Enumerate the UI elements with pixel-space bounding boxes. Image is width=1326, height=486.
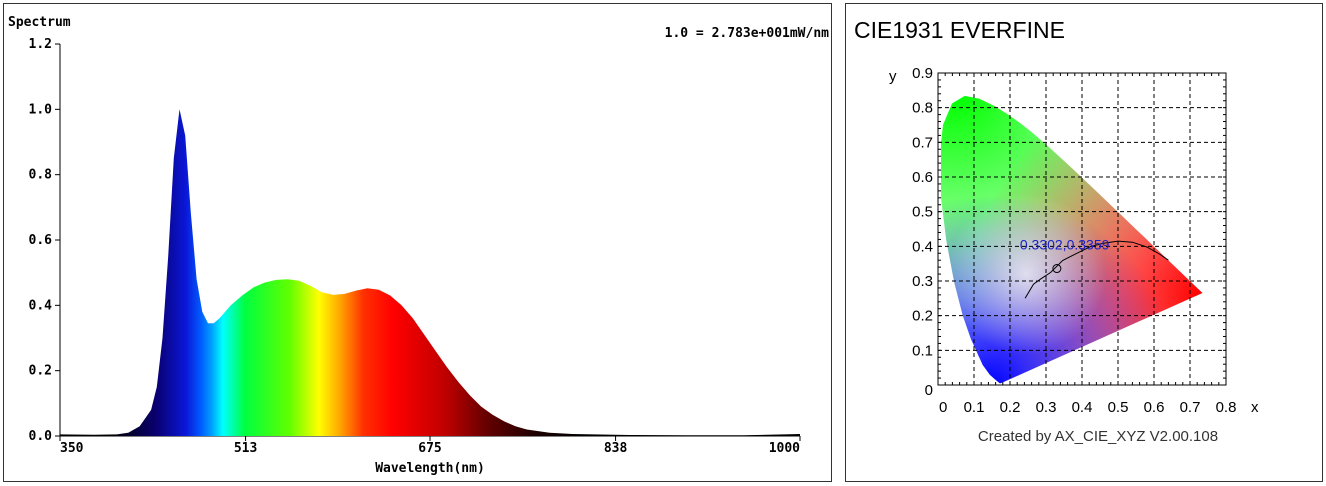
- cie-horseshoe: [941, 95, 1203, 384]
- chromaticity-point: [1052, 264, 1062, 274]
- x-tick-label: 838: [604, 441, 628, 456]
- cie-chart: CIE1931 EVERFINE 0 0.1 0.2 0.3 0.4 0.5 0.6 0.7 0…: [854, 17, 1259, 445]
- spectrum-chart: 0.0 0.2 0.4 0.6 0.8 1.0 1.2 350 513 675 838 1000 Sp…: [8, 15, 830, 476]
- cie-panel: CIE1931 EVERFINE 0 0.1 0.2 0.3 0.4 0.5 0.6 0.7 0…: [845, 3, 1323, 482]
- spectrum-panel: 0.0 0.2 0.4 0.6 0.8 1.0 1.2 350 513 675 838 1000 Sp…: [3, 3, 832, 482]
- cie-y-tick-label: 0: [925, 382, 933, 399]
- cie-y-tick-label: 0.3: [912, 273, 933, 290]
- cie-y-tick-label: 0.1: [912, 342, 933, 359]
- scale-note: 1.0 = 2.783e+001mW/nm: [665, 26, 830, 41]
- cie-y-tick-label: 0.8: [912, 100, 933, 117]
- cie-x-tick-label: 0.3: [1036, 399, 1057, 416]
- cie-x-tick-label: 0.2: [1000, 399, 1021, 416]
- cie-y-tick-label: 0.5: [912, 204, 933, 221]
- cie-x-tick-label: 0.5: [1108, 399, 1129, 416]
- x-tick-label: 1000: [769, 441, 800, 456]
- spectrum-title: Spectrum: [8, 15, 71, 30]
- x-tick-label: 513: [234, 441, 257, 456]
- x-axis-label: Wavelength(nm): [375, 461, 485, 476]
- x-tick-label: 675: [418, 441, 441, 456]
- y-tick-label: 1.2: [29, 37, 52, 52]
- planckian-locus: [1024, 240, 1169, 299]
- cie-y-tick-label: 0.2: [912, 308, 933, 325]
- y-tick-label: 0.4: [29, 298, 53, 313]
- chromaticity-label: 0.3302,0.3359: [1020, 237, 1110, 253]
- cie-y-axis-label: y: [889, 68, 897, 85]
- y-tick-label: 1.0: [29, 102, 53, 117]
- y-tick-label: 0.0: [29, 429, 53, 444]
- cie-x-tick-label: 0.8: [1216, 399, 1237, 416]
- x-tick-label: 350: [60, 441, 84, 456]
- y-tick-label: 0.2: [29, 364, 52, 379]
- cie-title: CIE1931 EVERFINE: [854, 17, 1065, 43]
- cie-x-tick-label: 0.1: [964, 399, 985, 416]
- cie-footer: Created by AX_CIE_XYZ V2.00.108: [978, 428, 1218, 445]
- y-tick-label: 0.6: [29, 233, 53, 248]
- cie-y-tick-label: 0.4: [912, 238, 933, 255]
- cie-y-tick-label: 0.7: [912, 134, 933, 151]
- cie-y-tick-label: 0.9: [912, 65, 933, 82]
- y-tick-label: 0.8: [29, 168, 53, 183]
- cie-x-tick-label: 0.6: [1144, 399, 1165, 416]
- spectrum-area: [60, 109, 800, 437]
- cie-x-tick-label: 0: [939, 399, 947, 416]
- cie-x-tick-label: 0.4: [1072, 399, 1093, 416]
- cie-x-axis-label: x: [1251, 399, 1259, 416]
- cie-y-tick-label: 0.6: [912, 169, 933, 186]
- cie-x-tick-label: 0.7: [1180, 399, 1201, 416]
